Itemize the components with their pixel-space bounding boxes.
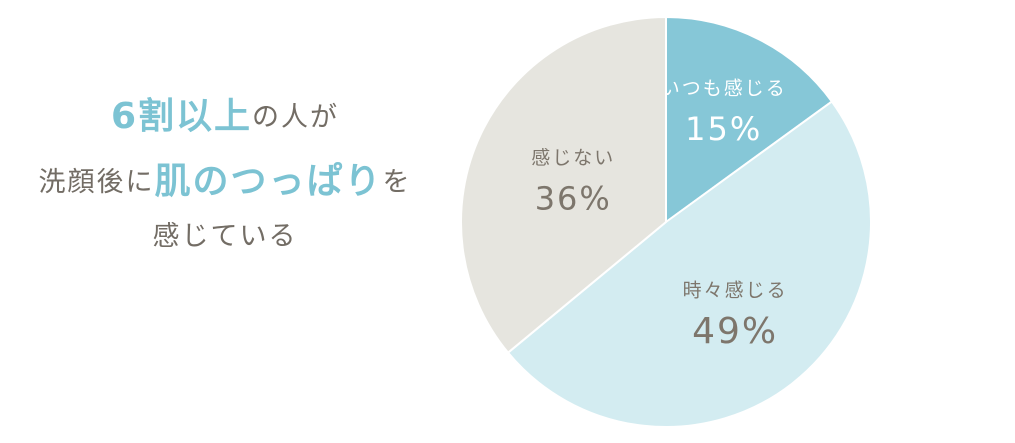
headline-line: 6割以上の人が <box>111 96 339 137</box>
slice-category: いつも感じる <box>661 77 787 99</box>
slice-category: 感じない <box>531 147 615 169</box>
slice-value-label: 49% <box>692 311 778 352</box>
pie-slice <box>460 15 667 355</box>
slice-category: 時々感じる <box>683 280 788 302</box>
slice-value-label: 15% <box>685 110 762 148</box>
slice-value-label: 36% <box>535 179 612 217</box>
headline-highlight: 6割以上 <box>111 96 252 137</box>
headline-text: 感じている <box>153 221 298 252</box>
headline-text: の人が <box>252 102 339 133</box>
headline-line: 洗顔後に肌のつっぱりを <box>38 161 411 202</box>
headline-line: 感じている <box>153 221 298 252</box>
pie-slice <box>506 100 872 428</box>
headline-text: を <box>383 167 412 198</box>
headline-highlight: 肌のつっぱり <box>154 161 382 202</box>
headline-text: 洗顔後に <box>38 167 154 198</box>
pie-slice <box>665 15 834 224</box>
